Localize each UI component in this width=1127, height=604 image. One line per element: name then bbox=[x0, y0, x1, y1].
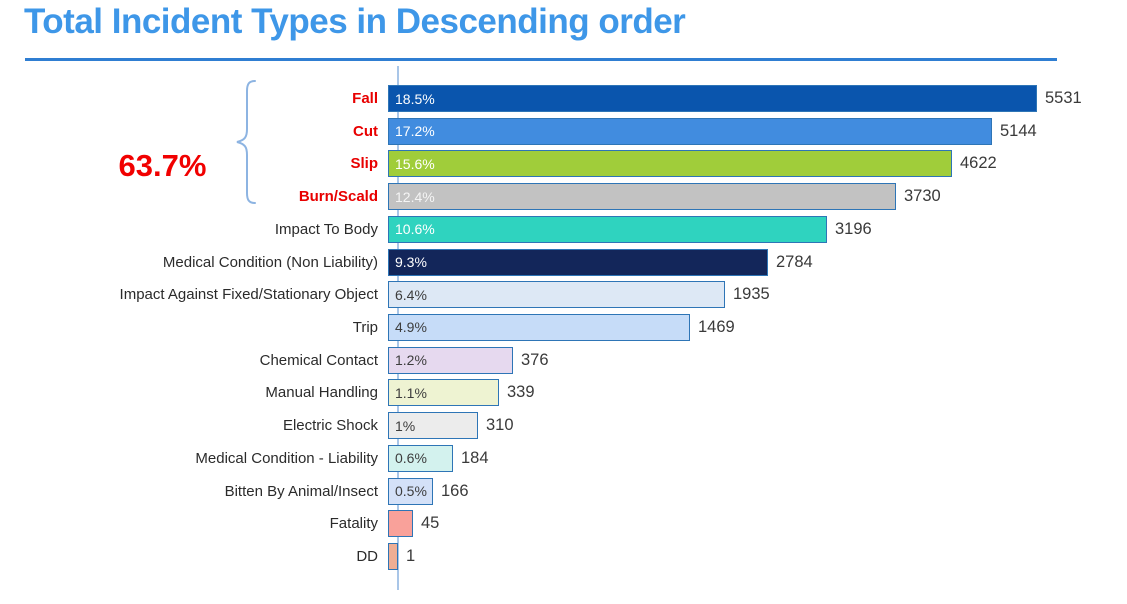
title-underline bbox=[25, 58, 1057, 61]
bar-row: DD 1 bbox=[0, 542, 1127, 570]
category-label: Chemical Contact bbox=[259, 351, 378, 369]
bar[interactable] bbox=[388, 510, 413, 538]
bar[interactable]: 10.6% bbox=[388, 215, 827, 243]
category-label: Cut bbox=[353, 122, 378, 140]
bar-row: Trip 4.9% 1469 bbox=[0, 313, 1127, 341]
bar-value-label: 2784 bbox=[776, 252, 813, 271]
bar-pct-label: 17.2% bbox=[395, 123, 435, 140]
bar-chart: Fall 18.5% 5531 Cut 17.2% 5144 Slip 15.6% 4622 Bu… bbox=[0, 85, 1127, 585]
bar-row: Electric Shock 1% 310 bbox=[0, 412, 1127, 440]
bar[interactable]: 6.4% bbox=[388, 281, 725, 309]
bar-row: Burn/Scald 12.4% 3730 bbox=[0, 183, 1127, 211]
bar[interactable]: 0.5% bbox=[388, 477, 433, 505]
bar-row: Fall 18.5% 5531 bbox=[0, 85, 1127, 112]
bar-value-label: 5144 bbox=[1000, 121, 1037, 140]
bar[interactable]: 1% bbox=[388, 412, 478, 440]
bar-row: Medical Condition - Liability 0.6% 184 bbox=[0, 444, 1127, 472]
group-brace-shape bbox=[236, 80, 256, 204]
bar[interactable]: 12.4% bbox=[388, 183, 896, 211]
bar-pct-label: 10.6% bbox=[395, 221, 435, 238]
bar-value-label: 45 bbox=[421, 514, 440, 533]
category-label: Manual Handling bbox=[265, 384, 378, 402]
bar-row: Impact To Body 10.6% 3196 bbox=[0, 215, 1127, 243]
bar-value-label: 1 bbox=[406, 546, 416, 565]
bar-value-label: 376 bbox=[521, 350, 549, 369]
bar-pct-label: 9.3% bbox=[395, 254, 427, 271]
category-label: Medical Condition - Liability bbox=[195, 449, 378, 467]
bar-row: Fatality 45 bbox=[0, 510, 1127, 538]
bar-row: Impact Against Fixed/Stationary Object 6.… bbox=[0, 281, 1127, 309]
bar-pct-label: 12.4% bbox=[395, 188, 435, 205]
bar-value-label: 4622 bbox=[960, 154, 997, 173]
bar-row: Cut 17.2% 5144 bbox=[0, 117, 1127, 145]
bar[interactable]: 18.5% bbox=[388, 85, 1037, 112]
bar-pct-label: 1.1% bbox=[395, 384, 427, 401]
category-label: Electric Shock bbox=[282, 417, 378, 435]
bar-pct-label: 1.2% bbox=[395, 352, 427, 369]
category-label: Impact To Body bbox=[274, 220, 378, 238]
bar-pct-label: 6.4% bbox=[395, 286, 427, 303]
bar-value-label: 184 bbox=[461, 448, 489, 467]
category-label: Burn/Scald bbox=[298, 188, 378, 206]
bar-row: Bitten By Animal/Insect 0.5% 166 bbox=[0, 477, 1127, 505]
bar-value-label: 3196 bbox=[835, 219, 872, 238]
bar[interactable]: 17.2% bbox=[388, 117, 992, 145]
page-title: Total Incident Types in Descending order bbox=[24, 2, 686, 41]
group-total-label: 63.7% bbox=[118, 148, 207, 183]
bar-row: Chemical Contact 1.2% 376 bbox=[0, 346, 1127, 374]
category-label: Trip bbox=[352, 318, 378, 336]
bar-value-label: 1469 bbox=[698, 317, 735, 336]
bar-pct-label: 18.5% bbox=[395, 90, 435, 107]
category-label: Impact Against Fixed/Stationary Object bbox=[119, 286, 378, 304]
category-label: Fatality bbox=[329, 515, 378, 533]
category-label: Medical Condition (Non Liability) bbox=[162, 253, 378, 271]
bar[interactable]: 15.6% bbox=[388, 150, 952, 178]
bar-pct-label: 0.6% bbox=[395, 450, 427, 467]
bar[interactable]: 0.6% bbox=[388, 444, 453, 472]
bar-pct-label: 15.6% bbox=[395, 155, 435, 172]
bar-value-label: 339 bbox=[507, 383, 535, 402]
bar-value-label: 166 bbox=[441, 481, 469, 500]
category-label: Fall bbox=[352, 90, 378, 107]
bar-value-label: 310 bbox=[486, 416, 514, 435]
bar[interactable]: 9.3% bbox=[388, 248, 768, 276]
bar-pct-label: 0.5% bbox=[395, 483, 427, 500]
bar[interactable]: 1.2% bbox=[388, 346, 513, 374]
bar-pct-label: 4.9% bbox=[395, 319, 427, 336]
bar-value-label: 1935 bbox=[733, 285, 770, 304]
bar-row: Slip 15.6% 4622 bbox=[0, 150, 1127, 178]
bar[interactable]: 4.9% bbox=[388, 313, 690, 341]
bar-value-label: 3730 bbox=[904, 187, 941, 206]
bar-value-label: 5531 bbox=[1045, 89, 1082, 107]
category-label: Slip bbox=[350, 155, 378, 173]
bar-row: Medical Condition (Non Liability) 9.3% 278… bbox=[0, 248, 1127, 276]
bar[interactable]: 1.1% bbox=[388, 379, 499, 407]
bar-row: Manual Handling 1.1% 339 bbox=[0, 379, 1127, 407]
category-label: Bitten By Animal/Insect bbox=[224, 482, 378, 500]
bar-pct-label: 1% bbox=[395, 417, 416, 434]
bar[interactable] bbox=[388, 542, 398, 570]
category-label: DD bbox=[356, 547, 378, 565]
